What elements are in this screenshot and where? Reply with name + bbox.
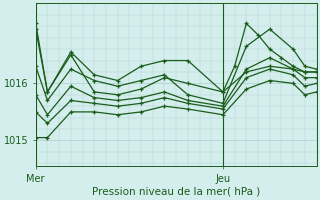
X-axis label: Pression niveau de la mer( hPa ): Pression niveau de la mer( hPa ) [92,187,260,197]
